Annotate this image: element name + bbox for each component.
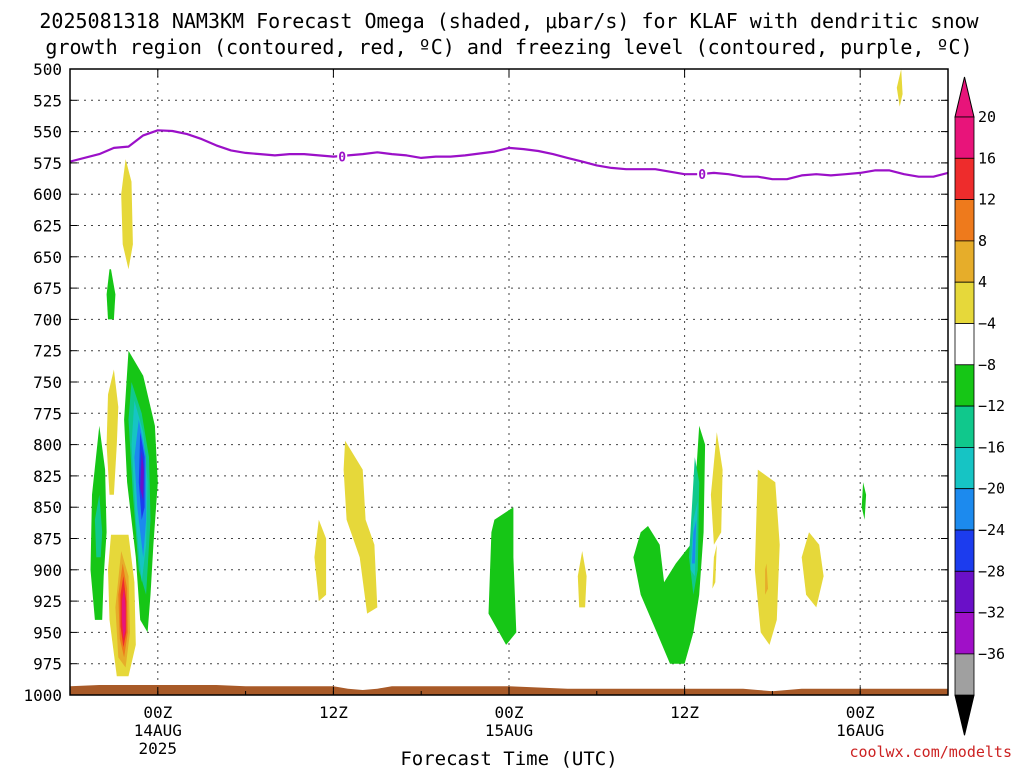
colorbar-segment: [954, 199, 975, 242]
colorbar-arrow-top: [954, 76, 975, 118]
y-tick-label: 850: [33, 498, 62, 517]
omega-area: [633, 425, 706, 664]
x-tick-date: 16AUG: [836, 721, 884, 740]
colorbar-segment: [954, 529, 975, 572]
chart-title-line2: growth region (contoured, red, ºC) and f…: [45, 35, 972, 59]
colorbar-segment: [954, 488, 975, 531]
colorbar-segment: [954, 240, 975, 283]
colorbar-label: −16: [978, 438, 1005, 456]
y-tick-label: 925: [33, 592, 62, 611]
colorbar-arrow-bottom: [954, 694, 975, 736]
omega-area: [801, 532, 824, 608]
x-tick-date: 15AUG: [485, 721, 533, 740]
x-tick-label: 00Z: [495, 703, 524, 722]
omega-area: [710, 432, 723, 545]
svg-text:0: 0: [338, 151, 346, 166]
y-tick-label: 625: [33, 217, 62, 236]
colorbar-label: −24: [978, 521, 1005, 539]
omega-area: [94, 494, 103, 558]
y-tick-label: 750: [33, 373, 62, 392]
omega-area: [121, 588, 126, 639]
colorbar-segment: [954, 570, 975, 613]
y-tick-label: 800: [33, 436, 62, 455]
omega-area: [106, 369, 119, 495]
x-tick-date: 14AUG: [134, 721, 182, 740]
y-tick-label: 875: [33, 530, 62, 549]
y-tick-label: 775: [33, 404, 62, 423]
omega-area: [765, 563, 768, 595]
y-tick-label: 825: [33, 467, 62, 486]
colorbar-label: −36: [978, 645, 1005, 663]
plot-area: 00: [70, 69, 948, 695]
x-tick-label: 12Z: [319, 703, 348, 722]
y-tick-label: 500: [33, 60, 62, 79]
colorbar-label: −20: [978, 480, 1005, 498]
y-tick-label: 675: [33, 279, 62, 298]
y-tick-label: 575: [33, 154, 62, 173]
colorbar-segment: [954, 157, 975, 201]
x-tick-label: 00Z: [143, 703, 172, 722]
y-tick-label: 1000: [23, 686, 62, 705]
omega-colorbar: 20 16 12 8 4 −4 −8 −12 −16 −20 −24 −28 −32 −36: [954, 76, 1005, 736]
plot-content: 00: [70, 69, 948, 695]
y-tick-label: 725: [33, 342, 62, 361]
colorbar-segment: [954, 116, 975, 159]
omega-area: [861, 482, 867, 520]
colorbar-label: 16: [978, 149, 996, 167]
y-tick-label: 550: [33, 123, 62, 142]
colorbar-segment: [954, 612, 975, 655]
omega-area: [712, 544, 717, 589]
colorbar-label: −32: [978, 604, 1005, 622]
x-tick-label: 00Z: [846, 703, 875, 722]
chart-title-line1: 2025081318 NAM3KM Forecast Omega (shaded…: [39, 9, 979, 33]
y-tick-label: 975: [33, 655, 62, 674]
colorbar-segment: [954, 281, 975, 324]
site-credit[interactable]: coolwx.com/modelts: [849, 743, 1012, 761]
omega-area: [106, 269, 116, 320]
colorbar-label: −4: [978, 315, 996, 333]
freezing-level-label: 0: [697, 166, 708, 183]
x-tick-label: 12Z: [670, 703, 699, 722]
freezing-level-label: 0: [337, 148, 348, 166]
svg-text:0: 0: [698, 168, 706, 183]
colorbar-segment: [954, 405, 975, 448]
y-tick-label: 900: [33, 561, 62, 580]
omega-area: [314, 519, 327, 602]
omega-area: [343, 440, 378, 614]
colorbar-label: −12: [978, 397, 1005, 415]
omega-area: [140, 450, 144, 501]
colorbar-label: 12: [978, 191, 996, 209]
x-tick-year: 2025: [139, 739, 178, 758]
omega-area: [754, 469, 780, 645]
y-tick-label: 950: [33, 623, 62, 642]
colorbar-segment: [954, 364, 975, 407]
freezing-level-line: [70, 129, 948, 181]
omega-area: [577, 551, 587, 608]
colorbar-label: 4: [978, 273, 987, 291]
y-tick-label: 525: [33, 91, 62, 110]
x-axis-label: Forecast Time (UTC): [400, 748, 617, 768]
colorbar-segment: [954, 323, 975, 366]
omega-area: [488, 507, 517, 645]
omega-area: [121, 159, 133, 270]
axes: 500 525 550 575 600 625 650 675 700 725 750 775 800 8…: [23, 60, 949, 758]
omega-area: [691, 519, 697, 564]
y-tick-label: 700: [33, 310, 62, 329]
omega-area: [896, 69, 903, 107]
colorbar-segment: [954, 446, 975, 490]
colorbar-label: −28: [978, 562, 1005, 580]
colorbar-label: 8: [978, 232, 987, 250]
colorbar-label: −8: [978, 356, 996, 374]
y-tick-label: 600: [33, 185, 62, 204]
colorbar-label: 20: [978, 108, 996, 126]
colorbar-segment: [954, 653, 975, 696]
y-tick-label: 650: [33, 248, 62, 267]
